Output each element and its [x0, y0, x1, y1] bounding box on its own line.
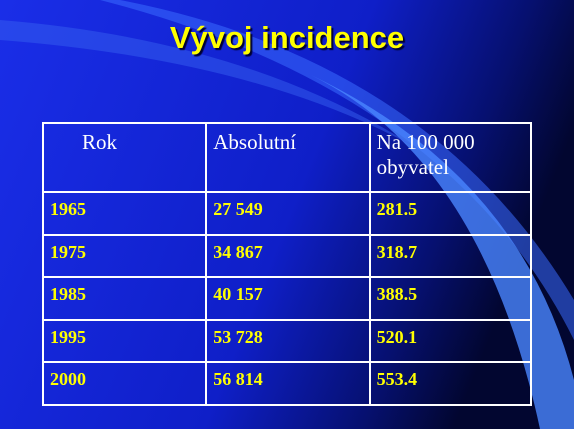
table-cell: 56 814 — [205, 361, 371, 406]
table: Rok Absolutní Na 100 000 obyvatel 1965 27… — [41, 122, 533, 406]
table-row: 1985 40 157 388.5 — [41, 276, 533, 321]
table-cell: 553.4 — [368, 361, 533, 406]
table-cell: 1985 — [41, 276, 208, 321]
table-cell: 27 549 — [205, 191, 371, 236]
header-cell: Rok — [41, 122, 208, 193]
table-cell: 520.1 — [368, 318, 533, 364]
header-row: Rok Absolutní Na 100 000 obyvatel — [41, 122, 533, 193]
table-cell: 53 728 — [205, 318, 371, 364]
table-row: 1965 27 549 281.5 — [41, 191, 533, 236]
table-cell: 281.5 — [368, 191, 533, 236]
title: Vývoj incidence — [169, 20, 405, 55]
swoosh — [0, 20, 420, 150]
swoosh — [300, 70, 574, 429]
table-row: 2000 56 814 553.4 — [41, 361, 533, 406]
table-cell: 40 157 — [205, 276, 371, 321]
table-cell: 34 867 — [205, 233, 371, 279]
table-cell: 1965 — [41, 191, 208, 236]
table-cell: 1995 — [41, 318, 208, 364]
table-row: 1975 34 867 318.7 — [41, 233, 533, 279]
table-cell: 2000 — [41, 361, 208, 406]
table-cell: 318.7 — [368, 233, 533, 279]
table-body: 1965 27 549 281.5 1975 34 867 318.7 1985 40 157… — [41, 191, 533, 406]
table-cell: 388.5 — [368, 276, 533, 321]
table-row: 1995 53 728 520.1 — [41, 318, 533, 364]
header-cell: Absolutní — [205, 122, 371, 193]
header-cell: Na 100 000 obyvatel — [368, 122, 533, 193]
table-cell: 1975 — [41, 233, 208, 279]
